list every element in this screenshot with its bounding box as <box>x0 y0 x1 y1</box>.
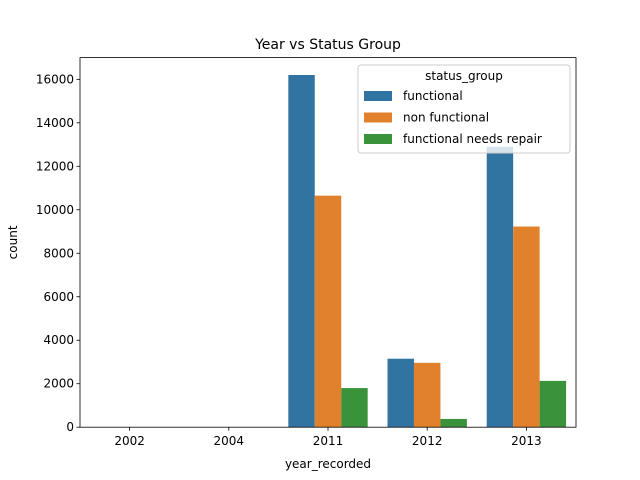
y-tick-label: 8000 <box>43 246 74 260</box>
bar-functional-needs-repair-2012 <box>440 418 467 428</box>
y-tick-label: 6000 <box>43 290 74 304</box>
x-axis-label: year_recorded <box>285 457 371 471</box>
y-tick-label: 12000 <box>36 159 74 173</box>
bar-functional-needs-repair-2013 <box>539 380 567 428</box>
bar-non-functional-2012 <box>413 362 441 428</box>
legend-box <box>357 64 571 154</box>
y-tick-label: 10000 <box>36 203 74 217</box>
plot-area: 2002 2004 2011 2012 2013 0 2000 4000 6000 8000 100… <box>36 72 567 448</box>
y-tick-label: 4000 <box>43 333 74 347</box>
legend-label-non-functional: non functional <box>403 111 489 125</box>
legend-swatch-non-functional <box>364 112 392 123</box>
bar-functional-2011 <box>288 74 315 428</box>
x-tick-label: 2013 <box>511 434 542 448</box>
legend: status_group functional non functional func… <box>357 64 571 154</box>
y-axis-label: count <box>6 225 20 259</box>
x-tick-label: 2011 <box>313 434 344 448</box>
legend-title: status_group <box>425 69 503 83</box>
bar-functional-needs-repair-2011 <box>341 388 368 428</box>
y-tick-label: 14000 <box>36 116 74 130</box>
legend-swatch-functional-needs-repair <box>364 134 392 144</box>
bar-non-functional-2013 <box>513 226 540 428</box>
y-tick-label: 0 <box>66 420 74 434</box>
x-tick-label: 2004 <box>214 434 245 448</box>
legend-label-functional-needs-repair: functional needs repair <box>403 132 542 146</box>
y-tick-label: 2000 <box>43 377 74 391</box>
bar-functional-2012 <box>387 358 414 428</box>
bar-functional-2013 <box>486 146 514 428</box>
x-tick-label: 2012 <box>412 434 443 448</box>
bar-non-functional-2011 <box>314 195 342 428</box>
legend-swatch-functional <box>364 91 392 101</box>
y-tick-label: 16000 <box>36 72 74 86</box>
chart-title: Year vs Status Group <box>254 37 401 53</box>
legend-label-functional: functional <box>403 89 463 103</box>
x-tick-label: 2002 <box>114 434 145 448</box>
plot-frame <box>79 57 577 428</box>
